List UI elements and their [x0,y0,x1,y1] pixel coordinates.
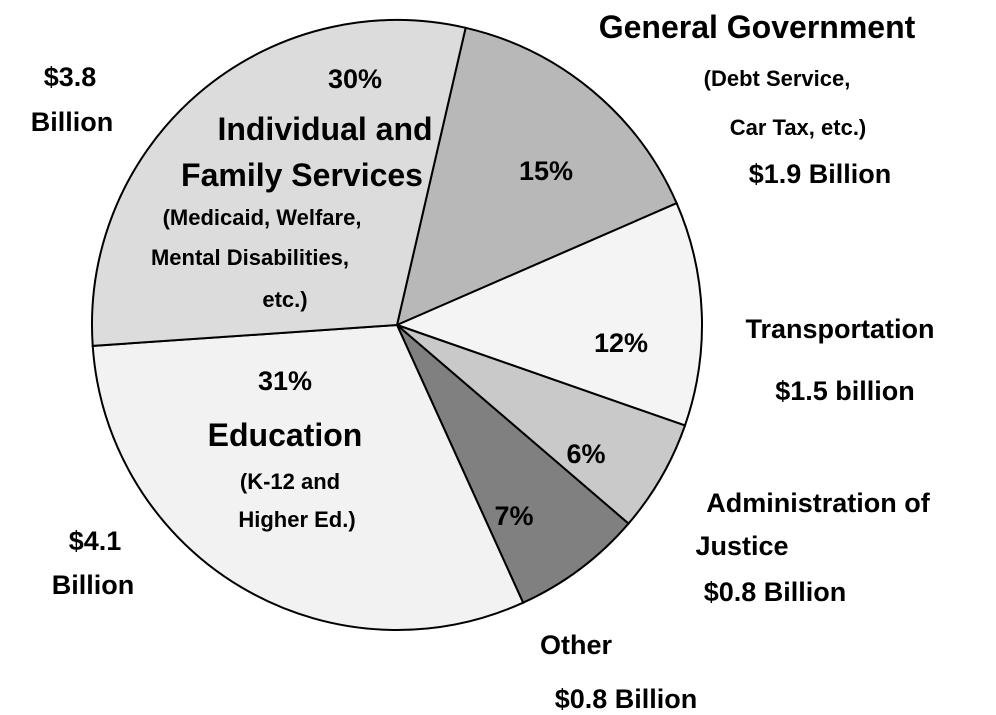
label-transportation-amount: $1.5 billion [775,376,915,406]
label-transportation-percent: 12% [594,328,648,358]
label-ifs-sub-2: Mental Disabilities, [151,245,349,270]
label-general-government-name: General Government [599,9,916,45]
label-ifs-amount-1: $3.8 [44,62,97,92]
label-education-percent: 31% [258,366,312,396]
label-ifs-name-1: Individual and [217,111,432,147]
pie-slice-transportation [394,201,703,427]
label-education-sub-2: Higher Ed.) [238,507,355,532]
label-other-amount: $0.8 Billion [555,684,698,714]
pie-slice-other [396,324,630,605]
label-education-amount-2: Billion [52,570,135,600]
label-justice-name: Administration of [706,488,930,518]
label-other-percent: 7% [494,501,533,531]
label-transportation-name: Transportation [745,314,934,344]
label-justice-amount: $0.8 Billion [704,577,847,607]
label-ifs-percent: 30% [328,64,382,94]
label-justice-percent: 6% [566,439,605,469]
pie-slice-general-government [395,26,678,327]
label-education-sub-1: (K-12 and [240,469,340,494]
label-general-government-sub-2: Car Tax, etc.) [730,115,867,140]
label-general-government-sub-1: (Debt Service, [704,66,851,91]
label-education-amount-1: $4.1 [69,526,122,556]
label-other-name: Other [540,630,613,660]
label-education-name: Education [208,417,363,453]
label-ifs-sub-3: etc.) [262,287,307,312]
label-ifs-name-2: Family Services [181,157,423,193]
label-justice-name-2: Justice [695,531,788,561]
label-general-government-percent: 15% [519,156,573,186]
label-general-government-amount: $1.9 Billion [749,159,892,189]
pie-slices [91,19,703,631]
pie-slice-education [91,323,525,631]
label-ifs-sub-1: (Medicaid, Welfare, [163,205,362,230]
pie-slice-individual-family-services [91,19,467,347]
label-ifs-amount-2: Billion [31,107,114,137]
